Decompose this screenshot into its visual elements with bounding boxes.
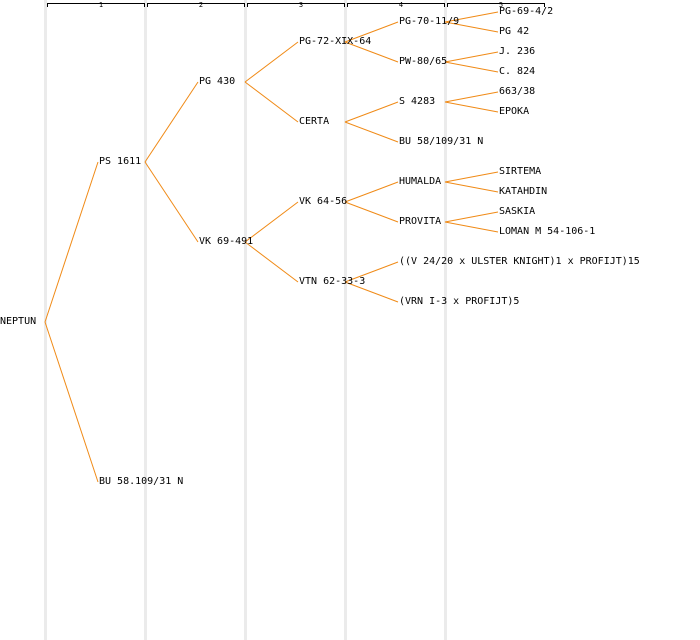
node-gen5-h[interactable]: KATAHDIN [499,186,548,197]
node-gen1-bottom[interactable]: BU 58.109/31 N [99,476,184,487]
link-humalda-to-sirtema [444,171,499,183]
link-pg70-to-pg69 [444,11,499,23]
node-gen3-d[interactable]: VTN 62-33-3 [299,276,366,287]
generation-band-2 [144,0,147,640]
link-s4283-to-epoka [444,101,499,113]
generation-header-bracket-2 [147,3,245,7]
generation-label-1: 1 [98,1,104,9]
link-ps1611-to-vk69 [144,161,199,243]
node-gen5-g[interactable]: SIRTEMA [499,166,542,177]
node-gen5-a[interactable]: PG-69-4/2 [499,6,554,17]
node-gen5-f[interactable]: EPOKA [499,106,530,117]
link-pg430-to-pg72 [244,41,299,83]
link-ps1611-to-pg430 [144,81,199,163]
link-s4283-to-663 [444,91,499,103]
node-gen5-j[interactable]: LOMAN M 54-106-1 [499,226,596,237]
node-gen4-b[interactable]: PW-80/65 [399,56,448,67]
link-pw80-to-c824 [444,61,499,73]
node-gen2-a[interactable]: PG 430 [199,76,236,87]
generation-header-bracket-4 [347,3,445,7]
link-vk64-to-humalda [344,181,399,203]
node-gen5-b[interactable]: PG 42 [499,26,530,37]
node-gen5-d[interactable]: C. 824 [499,66,536,77]
node-root[interactable]: NEPTUN [0,316,37,327]
link-provita-to-loman [444,221,499,233]
generation-label-4: 4 [398,1,404,9]
link-root-to-bu58 [44,321,99,483]
link-pg70-to-pg42 [444,21,499,33]
node-gen4-g[interactable]: ((V 24/20 x ULSTER KNIGHT)1 x PROFIJT)15 [399,256,640,267]
link-pw80-to-j236 [444,51,499,63]
node-gen2-b[interactable]: VK 69-491 [199,236,254,247]
link-pg72-to-pw80 [344,41,399,63]
generation-header-bracket-3 [247,3,345,7]
node-gen4-a[interactable]: PG-70-11/9 [399,16,460,27]
generation-band-5 [444,0,447,640]
node-gen5-i[interactable]: SASKIA [499,206,536,217]
link-provita-to-saskia [444,211,499,223]
link-pg430-to-certa [244,81,299,123]
node-gen4-f[interactable]: PROVITA [399,216,442,227]
link-vk64-to-provita [344,201,399,223]
link-vtn62-to-v2420 [344,261,399,283]
link-certa-to-s4283 [344,101,399,123]
generation-band-3 [244,0,247,640]
generation-label-2: 2 [198,1,204,9]
generation-header-bracket-5 [447,3,545,7]
node-gen4-h[interactable]: (VRN I-3 x PROFIJT)5 [399,296,520,307]
generation-label-5: 5 [498,1,504,9]
node-gen4-c[interactable]: S 4283 [399,96,436,107]
link-humalda-to-katahdin [444,181,499,193]
node-gen4-e[interactable]: HUMALDA [399,176,442,187]
node-gen3-a[interactable]: PG-72-XIX-64 [299,36,372,47]
node-gen3-b[interactable]: CERTA [299,116,330,127]
link-root-to-ps1611 [44,161,99,323]
generation-header-bracket-1 [47,3,145,7]
node-gen5-e[interactable]: 663/38 [499,86,536,97]
link-vtn62-to-vrn [344,281,399,303]
node-gen5-c[interactable]: J. 236 [499,46,536,57]
link-certa-to-bu58109 [344,121,399,143]
generation-label-3: 3 [298,1,304,9]
node-gen3-c[interactable]: VK 64-56 [299,196,348,207]
link-pg72-to-pg70 [344,21,399,43]
generation-band-4 [344,0,347,640]
node-gen4-d[interactable]: BU 58/109/31 N [399,136,484,147]
link-vk69-to-vk64 [244,201,299,243]
link-vk69-to-vtn62 [244,241,299,283]
node-gen1-top[interactable]: PS 1611 [99,156,142,167]
